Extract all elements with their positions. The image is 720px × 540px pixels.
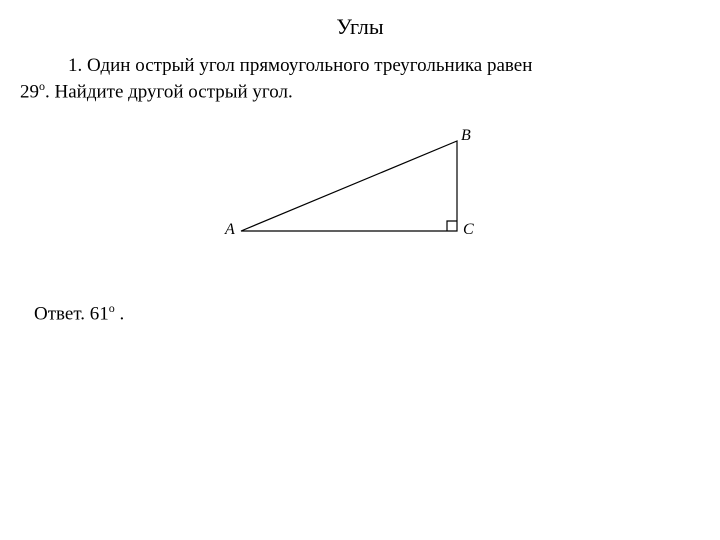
given-angle-value: 29 bbox=[20, 81, 39, 102]
problem-number: 1. bbox=[68, 55, 82, 76]
triangle-svg bbox=[235, 133, 485, 253]
problem-statement: 1. Один острый угол прямоугольного треуг… bbox=[0, 40, 720, 105]
problem-text-2: . Найдите другой острый угол. bbox=[45, 81, 293, 102]
problem-line-1: 1. Один острый угол прямоугольного треуг… bbox=[20, 54, 700, 79]
vertex-label-c: C bbox=[463, 221, 474, 239]
problem-line-2: 29о. Найдите другой острый угол. bbox=[20, 79, 700, 105]
answer-line: Ответ. 61о . bbox=[0, 253, 720, 325]
page-title: Углы bbox=[0, 0, 720, 40]
vertex-label-b: B bbox=[461, 127, 471, 145]
answer-label: Ответ. bbox=[34, 303, 85, 324]
answer-value: 61 bbox=[90, 303, 109, 324]
problem-text-1: Один острый угол прямоугольного треуголь… bbox=[87, 55, 532, 76]
vertex-label-a: A bbox=[225, 221, 235, 239]
answer-suffix: . bbox=[115, 303, 125, 324]
triangle-diagram: A B C bbox=[235, 133, 485, 253]
diagram-container: A B C bbox=[0, 105, 720, 253]
